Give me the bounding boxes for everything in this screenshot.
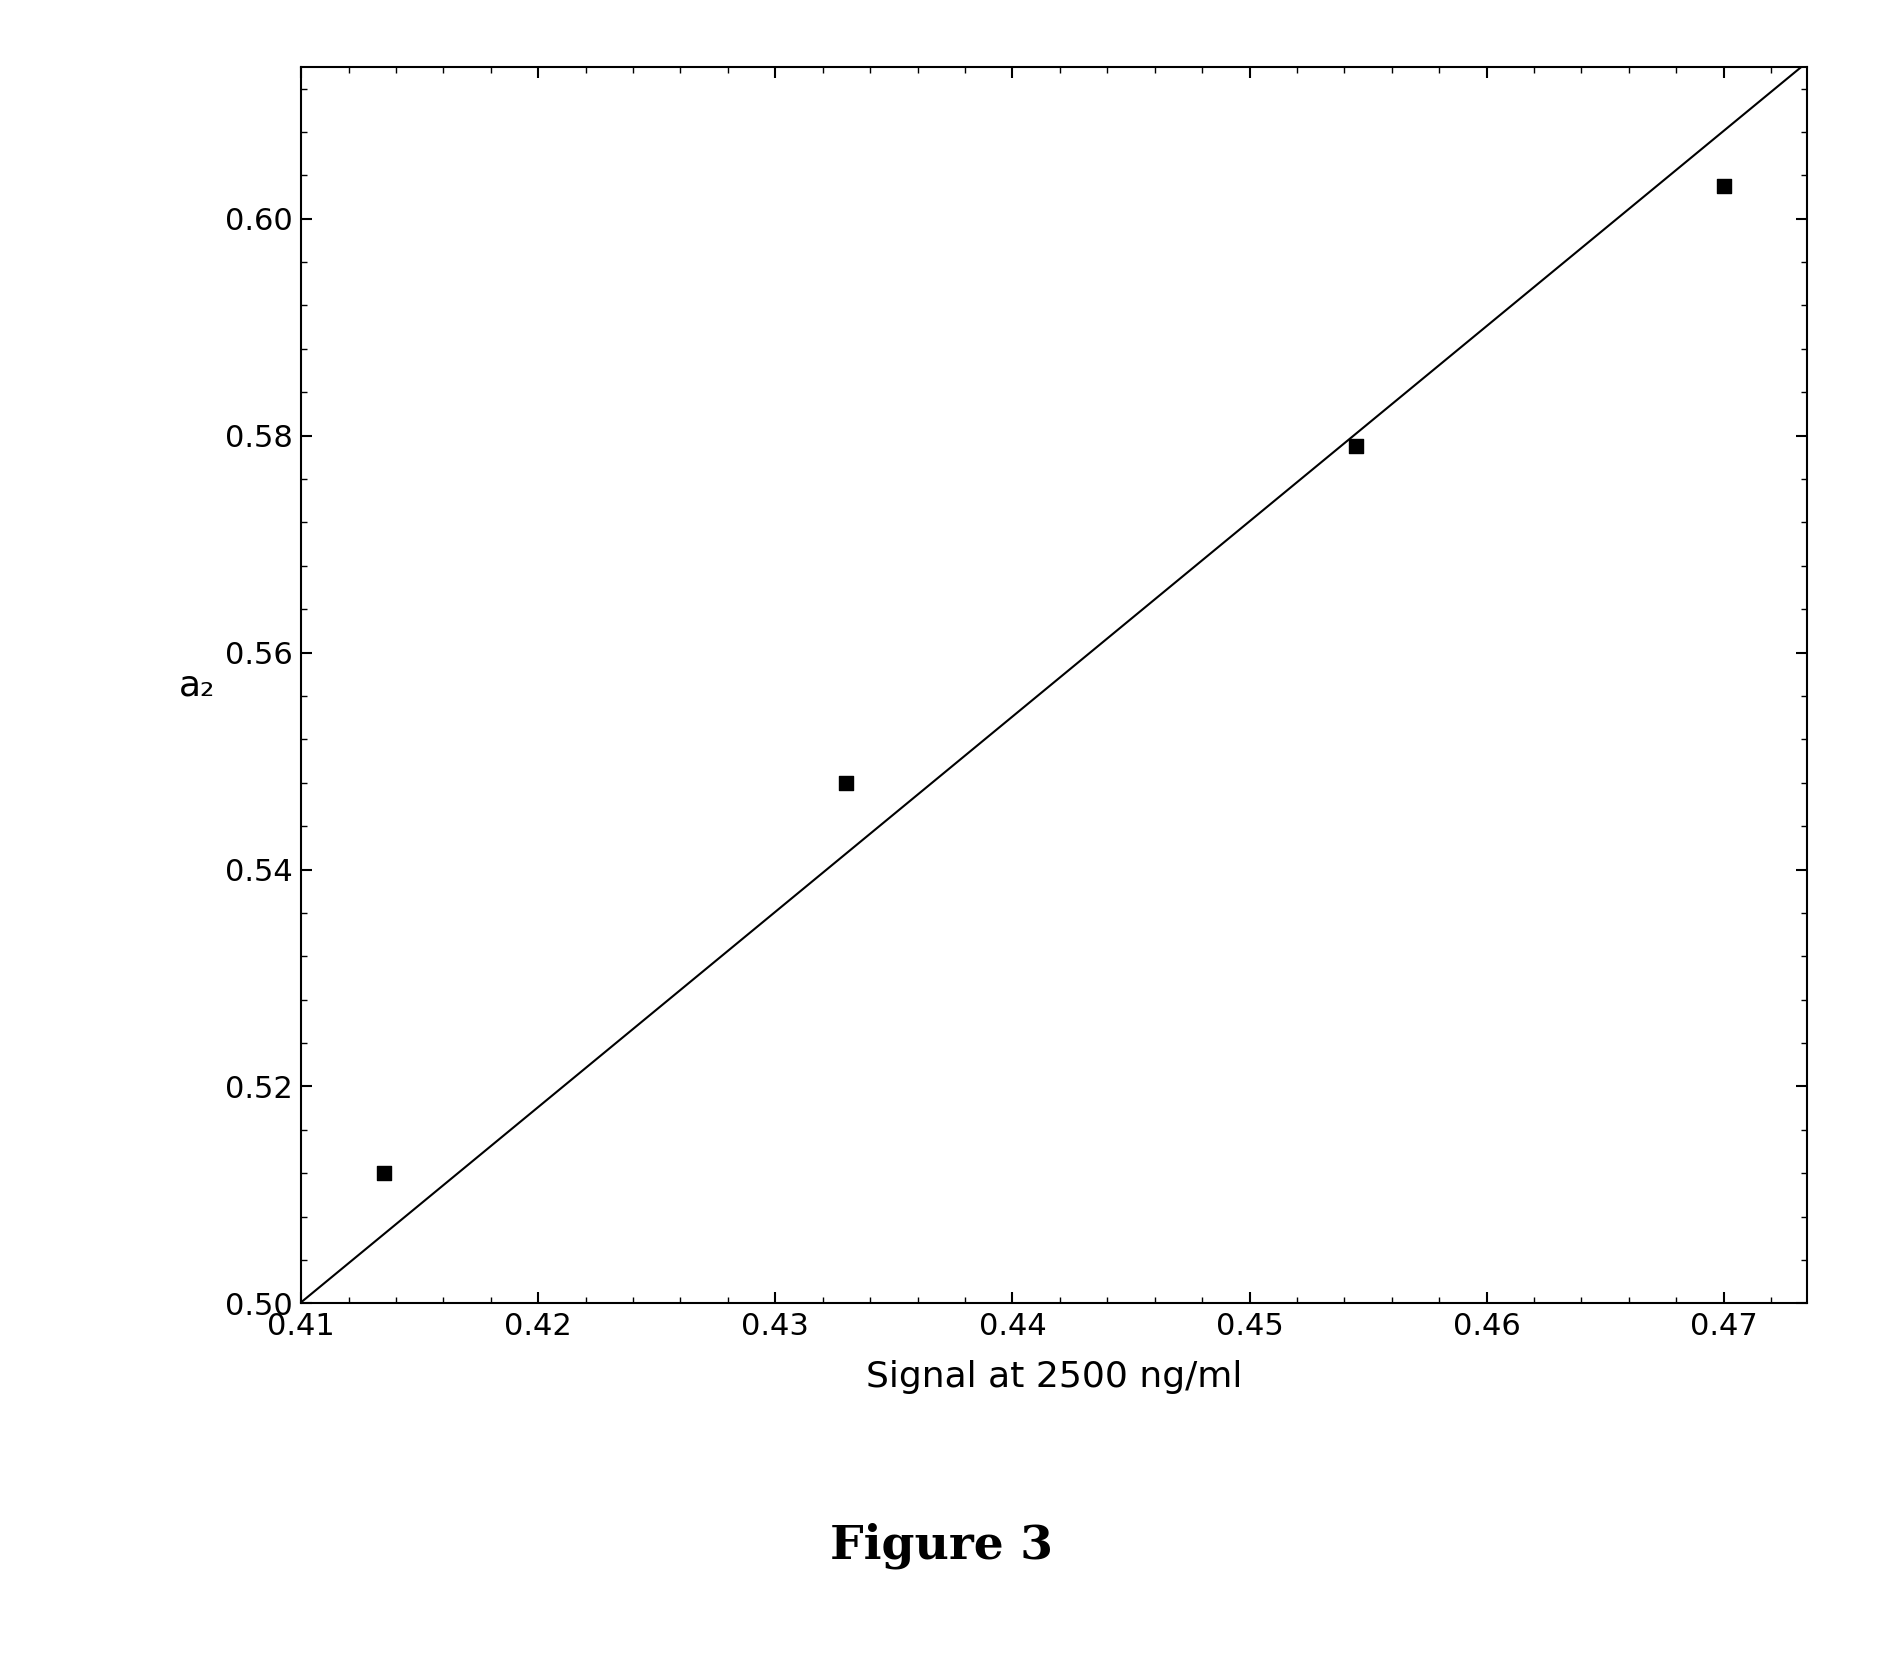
Y-axis label: a₂: a₂: [179, 668, 215, 702]
Text: Figure 3: Figure 3: [830, 1522, 1052, 1569]
Point: [1342, 433, 1372, 460]
Point: [1709, 172, 1739, 199]
Point: [832, 769, 862, 795]
Point: [369, 1160, 399, 1186]
X-axis label: Signal at 2500 ng/ml: Signal at 2500 ng/ml: [866, 1360, 1242, 1394]
